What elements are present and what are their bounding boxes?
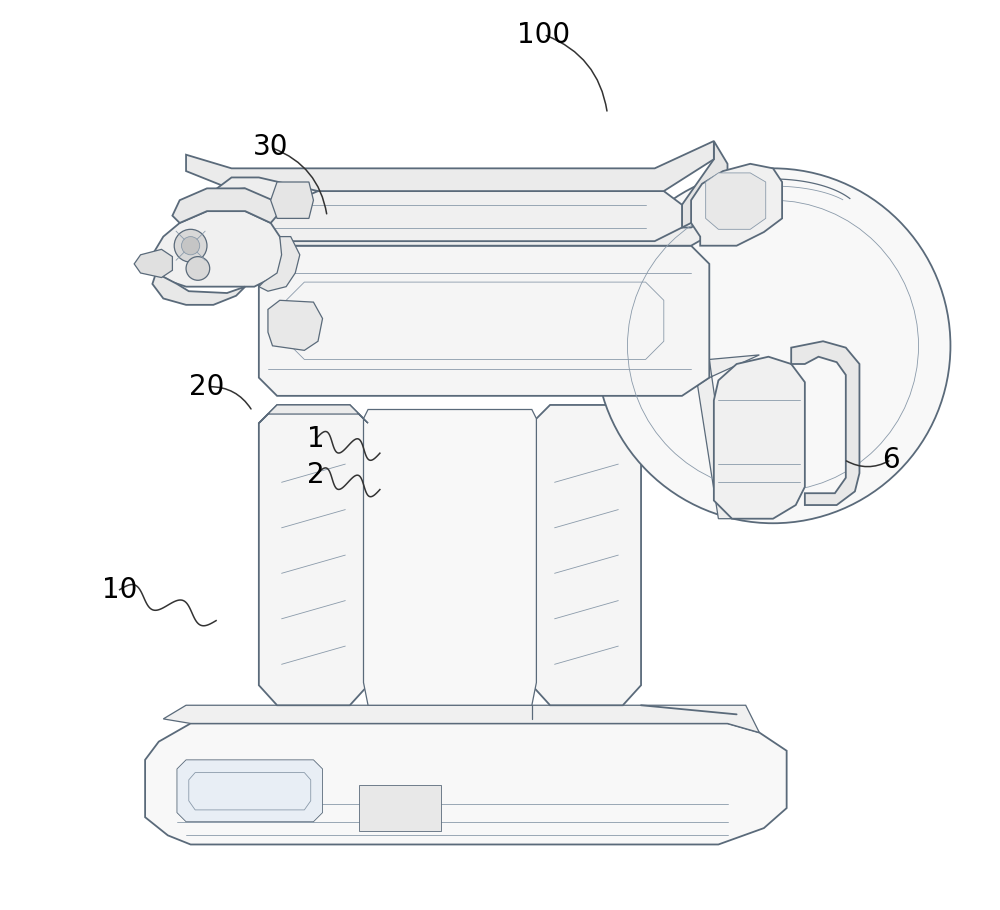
PathPatch shape: [791, 341, 859, 505]
Text: 20: 20: [189, 373, 225, 400]
PathPatch shape: [222, 191, 682, 241]
Text: 100: 100: [517, 21, 570, 48]
PathPatch shape: [706, 173, 766, 229]
PathPatch shape: [259, 246, 709, 396]
PathPatch shape: [134, 249, 172, 278]
PathPatch shape: [186, 141, 714, 191]
PathPatch shape: [259, 405, 368, 423]
PathPatch shape: [364, 410, 536, 705]
PathPatch shape: [152, 273, 245, 305]
Circle shape: [182, 237, 200, 255]
PathPatch shape: [163, 705, 759, 733]
PathPatch shape: [145, 723, 787, 844]
PathPatch shape: [259, 237, 300, 291]
PathPatch shape: [152, 211, 286, 287]
Text: 10: 10: [102, 576, 137, 603]
PathPatch shape: [222, 191, 755, 246]
PathPatch shape: [714, 357, 805, 519]
Text: 30: 30: [253, 134, 288, 161]
PathPatch shape: [696, 355, 759, 519]
PathPatch shape: [709, 191, 764, 378]
Text: 1: 1: [307, 425, 325, 452]
PathPatch shape: [532, 405, 641, 705]
PathPatch shape: [213, 177, 318, 211]
Circle shape: [596, 168, 950, 523]
Text: 2: 2: [307, 461, 325, 489]
PathPatch shape: [172, 188, 277, 223]
PathPatch shape: [691, 164, 782, 246]
PathPatch shape: [268, 300, 323, 350]
PathPatch shape: [271, 182, 313, 218]
PathPatch shape: [177, 760, 323, 822]
PathPatch shape: [259, 405, 368, 705]
PathPatch shape: [682, 141, 728, 228]
Circle shape: [174, 229, 207, 262]
Circle shape: [186, 257, 210, 280]
PathPatch shape: [359, 785, 441, 831]
Text: 6: 6: [882, 446, 900, 473]
